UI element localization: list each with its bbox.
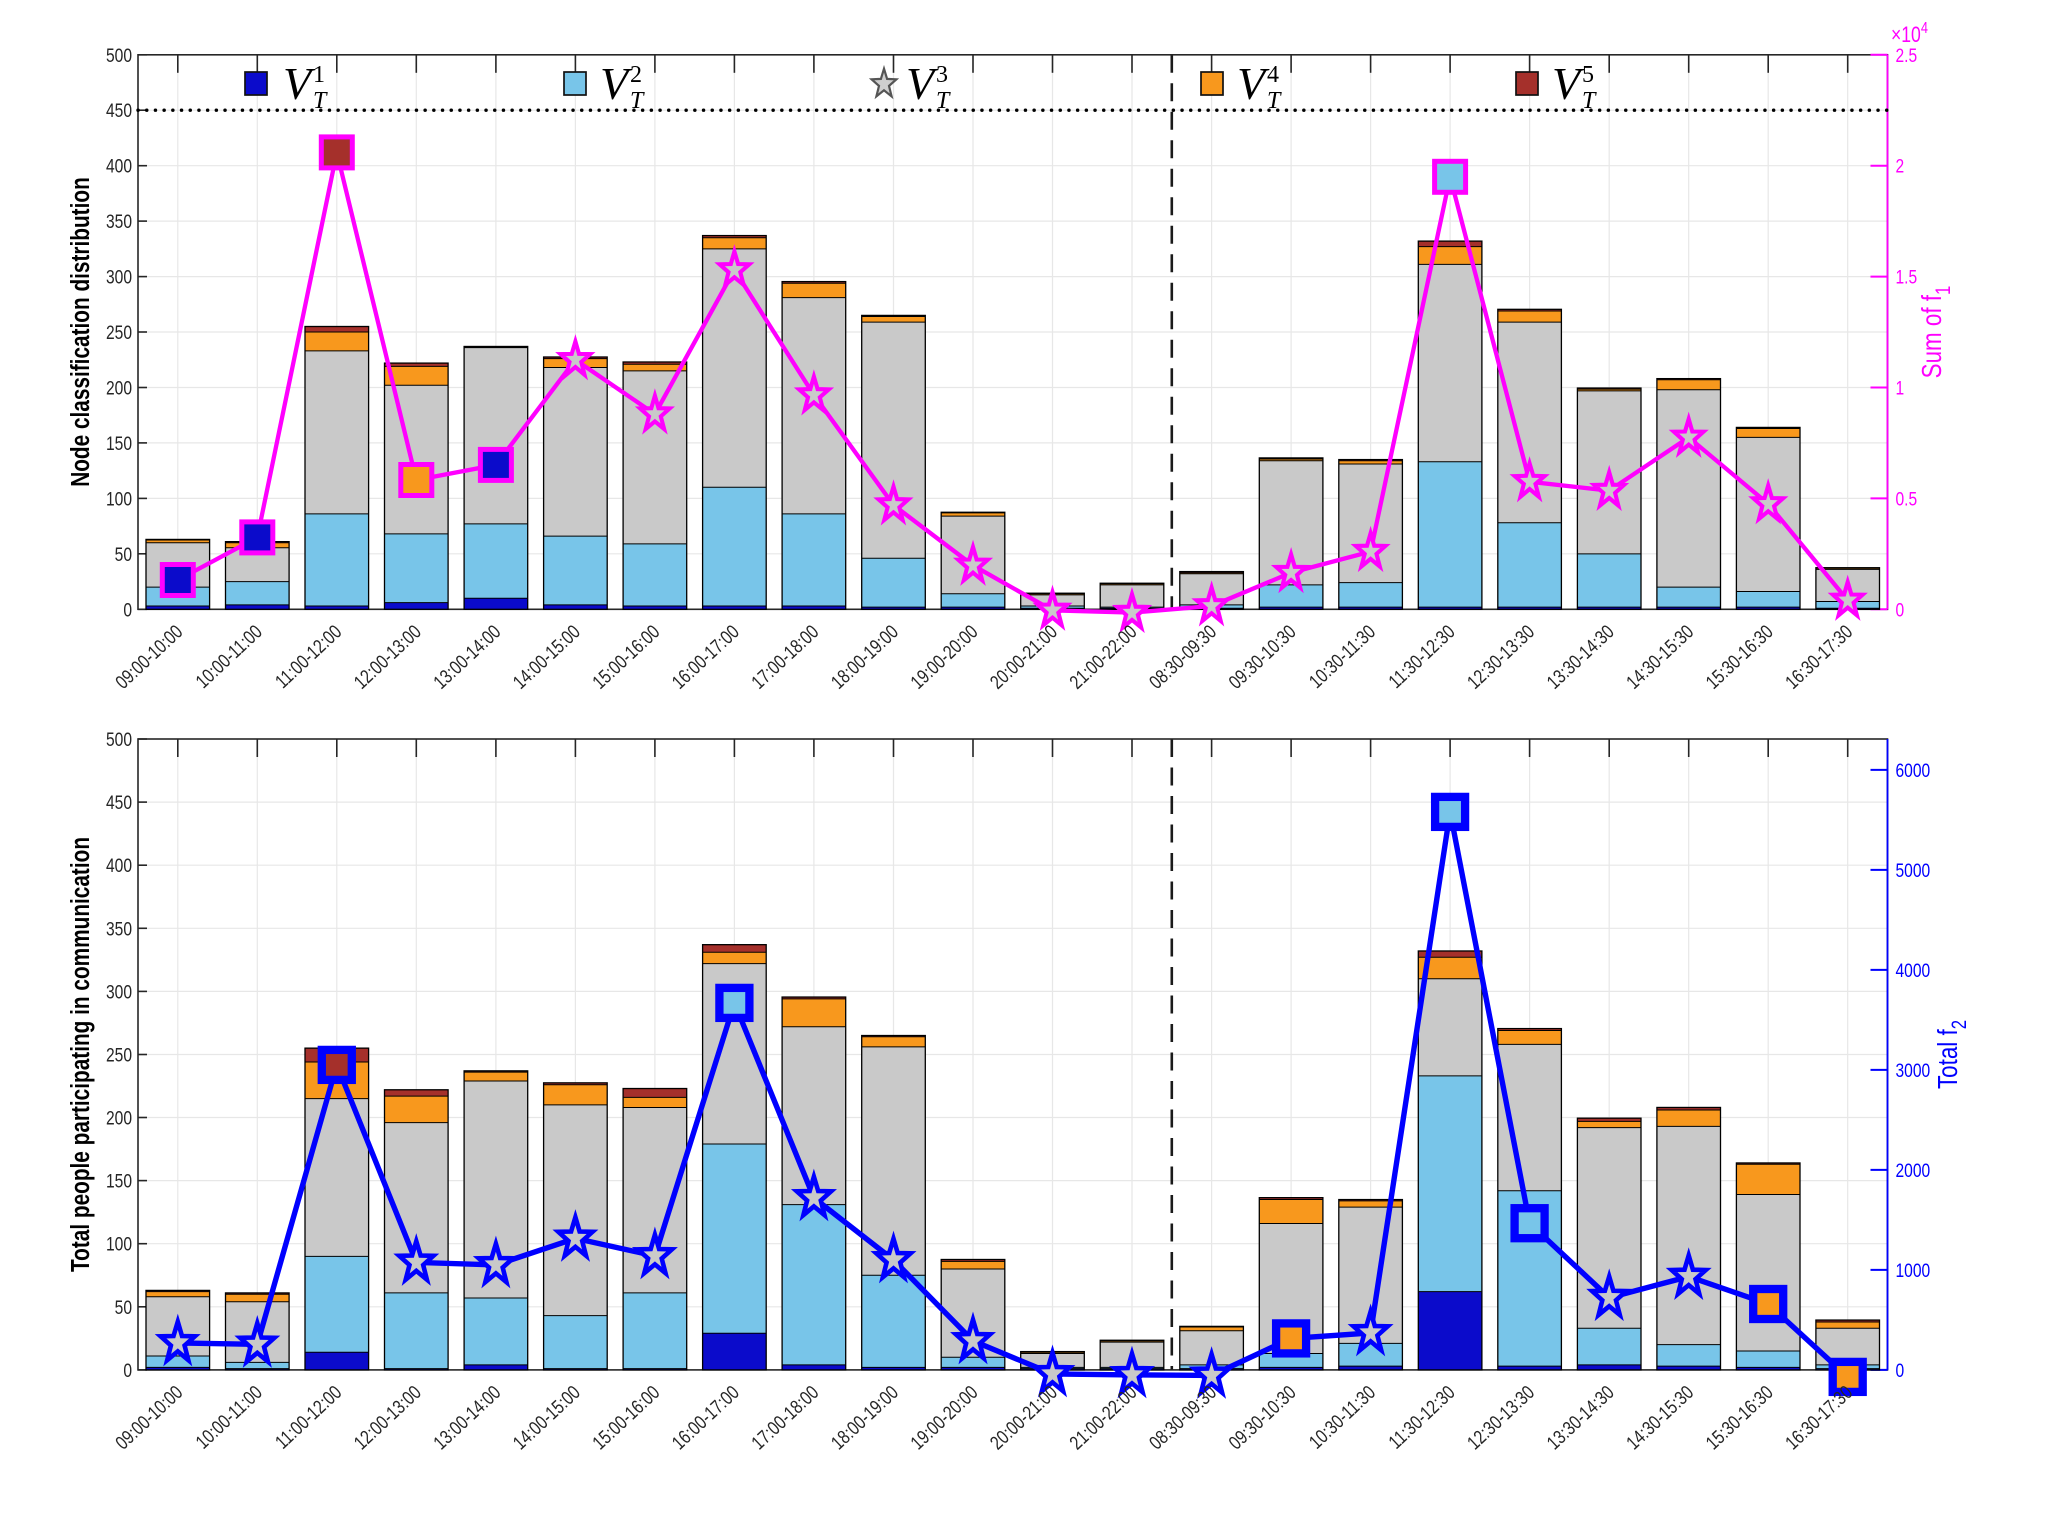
svg-text:Total people participating in: Total people participating in communicat… — [66, 837, 95, 1272]
svg-text:1000: 1000 — [1896, 1259, 1931, 1281]
svg-text:500: 500 — [106, 728, 132, 750]
svg-text:5: 5 — [1582, 62, 1594, 88]
svg-text:V: V — [600, 58, 633, 109]
svg-text:2: 2 — [1896, 155, 1905, 177]
svg-text:T: T — [313, 88, 328, 114]
svg-text:200: 200 — [106, 377, 132, 399]
svg-text:V: V — [1552, 58, 1585, 109]
svg-text:2: 2 — [630, 62, 642, 88]
svg-text:3: 3 — [936, 62, 948, 88]
svg-text:V: V — [906, 58, 939, 109]
svg-text:4: 4 — [1267, 62, 1279, 88]
svg-text:T: T — [936, 88, 951, 114]
svg-text:0: 0 — [1896, 1359, 1905, 1381]
svg-text:T: T — [1582, 88, 1597, 114]
svg-text:1.5: 1.5 — [1896, 266, 1918, 288]
svg-text:400: 400 — [106, 855, 132, 877]
svg-text:0: 0 — [123, 1359, 132, 1381]
svg-text:T: T — [630, 88, 645, 114]
svg-text:350: 350 — [106, 918, 132, 940]
svg-text:V: V — [1237, 58, 1270, 109]
svg-text:1: 1 — [1896, 377, 1905, 399]
svg-text:2000: 2000 — [1896, 1159, 1931, 1181]
svg-text:200: 200 — [106, 1107, 132, 1129]
svg-text:0.5: 0.5 — [1896, 488, 1918, 510]
svg-text:450: 450 — [106, 100, 132, 122]
svg-text:100: 100 — [106, 1233, 132, 1255]
svg-text:Node classification distributi: Node classification distribution — [66, 177, 95, 487]
svg-text:400: 400 — [106, 155, 132, 177]
svg-text:2.5: 2.5 — [1896, 44, 1918, 66]
svg-text:250: 250 — [106, 1044, 132, 1066]
svg-text:300: 300 — [106, 981, 132, 1003]
svg-text:350: 350 — [106, 210, 132, 232]
svg-text:300: 300 — [106, 266, 132, 288]
svg-text:150: 150 — [106, 1170, 132, 1192]
svg-text:V: V — [283, 58, 316, 109]
svg-text:50: 50 — [115, 543, 133, 565]
svg-text:50: 50 — [115, 1296, 133, 1318]
svg-text:150: 150 — [106, 432, 132, 454]
svg-text:1: 1 — [313, 62, 325, 88]
svg-text:100: 100 — [106, 488, 132, 510]
svg-text:4000: 4000 — [1896, 959, 1931, 981]
svg-text:450: 450 — [106, 791, 132, 813]
svg-text:500: 500 — [106, 44, 132, 66]
svg-text:3000: 3000 — [1896, 1059, 1931, 1081]
svg-text:0: 0 — [1896, 599, 1905, 621]
svg-text:6000: 6000 — [1896, 759, 1931, 781]
svg-text:T: T — [1267, 88, 1282, 114]
svg-text:0: 0 — [123, 599, 132, 621]
svg-text:5000: 5000 — [1896, 859, 1931, 881]
svg-text:250: 250 — [106, 321, 132, 343]
